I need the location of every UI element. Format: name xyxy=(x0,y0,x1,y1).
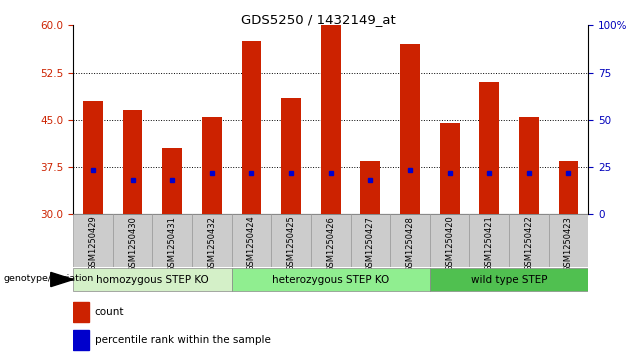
FancyBboxPatch shape xyxy=(430,268,588,291)
FancyBboxPatch shape xyxy=(509,214,549,267)
Text: GSM1250431: GSM1250431 xyxy=(168,216,177,272)
Bar xyxy=(281,98,301,214)
Text: GSM1250425: GSM1250425 xyxy=(287,216,296,272)
Text: GSM1250421: GSM1250421 xyxy=(485,216,494,272)
Text: GSM1250426: GSM1250426 xyxy=(326,216,335,272)
Bar xyxy=(162,148,182,214)
FancyBboxPatch shape xyxy=(430,214,469,267)
FancyBboxPatch shape xyxy=(153,214,192,267)
FancyBboxPatch shape xyxy=(350,214,390,267)
FancyBboxPatch shape xyxy=(311,214,350,267)
FancyBboxPatch shape xyxy=(192,214,232,267)
FancyBboxPatch shape xyxy=(469,214,509,267)
Bar xyxy=(321,25,341,214)
Bar xyxy=(439,123,460,214)
FancyBboxPatch shape xyxy=(232,214,272,267)
Text: GDS5250 / 1432149_at: GDS5250 / 1432149_at xyxy=(240,13,396,26)
FancyBboxPatch shape xyxy=(390,214,430,267)
Bar xyxy=(480,82,499,214)
Bar xyxy=(202,117,222,214)
Text: homozygous STEP KO: homozygous STEP KO xyxy=(96,274,209,285)
Bar xyxy=(400,44,420,214)
Text: GSM1250432: GSM1250432 xyxy=(207,216,216,272)
FancyBboxPatch shape xyxy=(549,214,588,267)
FancyBboxPatch shape xyxy=(73,214,113,267)
Bar xyxy=(73,330,88,350)
FancyBboxPatch shape xyxy=(232,268,430,291)
Text: wild type STEP: wild type STEP xyxy=(471,274,548,285)
Text: GSM1250430: GSM1250430 xyxy=(128,216,137,272)
Bar xyxy=(361,161,380,214)
Bar xyxy=(123,110,142,214)
Bar xyxy=(519,117,539,214)
FancyBboxPatch shape xyxy=(73,268,232,291)
Bar xyxy=(83,101,103,214)
Text: count: count xyxy=(95,307,124,317)
Bar xyxy=(73,302,88,322)
Text: GSM1250420: GSM1250420 xyxy=(445,216,454,272)
Text: GSM1250428: GSM1250428 xyxy=(406,216,415,272)
Text: GSM1250423: GSM1250423 xyxy=(564,216,573,272)
Text: percentile rank within the sample: percentile rank within the sample xyxy=(95,335,271,345)
Bar xyxy=(242,41,261,214)
Text: GSM1250427: GSM1250427 xyxy=(366,216,375,272)
Text: genotype/variation: genotype/variation xyxy=(3,274,93,283)
Text: GSM1250424: GSM1250424 xyxy=(247,216,256,272)
FancyBboxPatch shape xyxy=(272,214,311,267)
Text: GSM1250422: GSM1250422 xyxy=(524,216,534,272)
Text: heterozygous STEP KO: heterozygous STEP KO xyxy=(272,274,389,285)
Text: GSM1250429: GSM1250429 xyxy=(88,216,97,272)
Bar xyxy=(558,161,578,214)
FancyBboxPatch shape xyxy=(113,214,153,267)
Polygon shape xyxy=(51,272,73,287)
